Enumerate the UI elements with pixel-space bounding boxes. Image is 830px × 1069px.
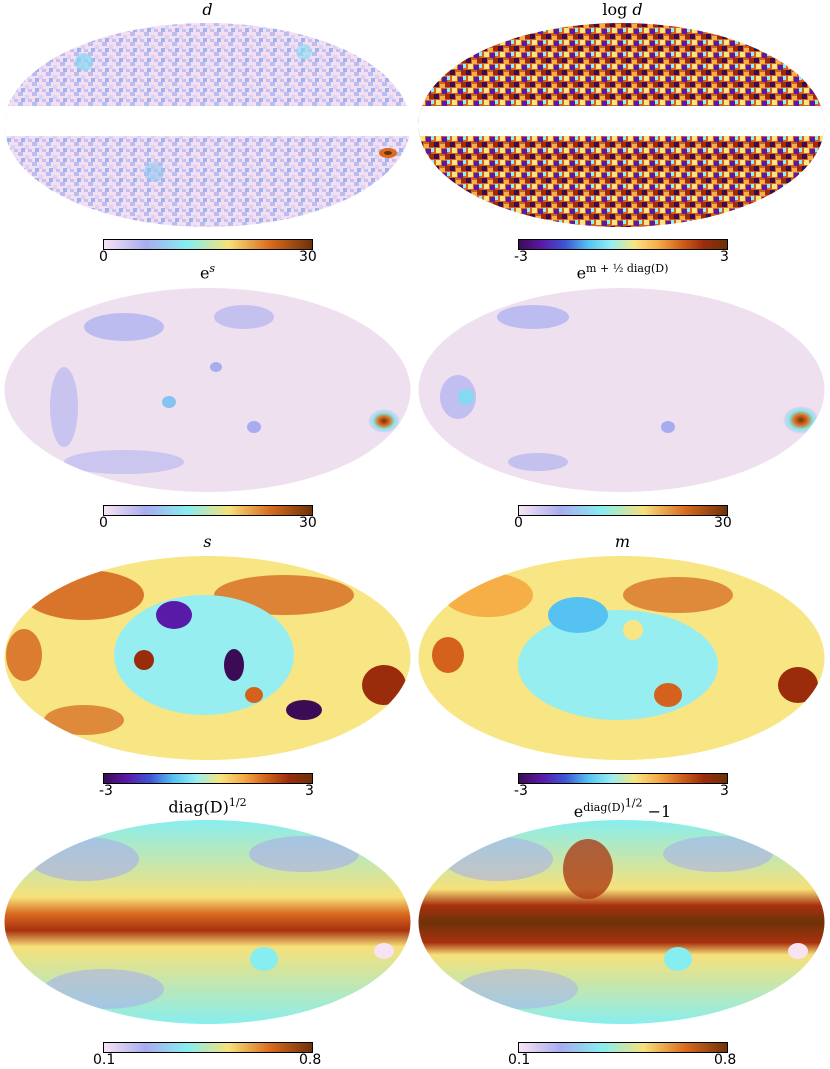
mollweide-map-exp-diag-d-sqrt-minus-1 (418, 819, 825, 1025)
panel-title-log-d: log d (602, 0, 643, 19)
colorbar-min-label: 0 (99, 249, 108, 265)
mollweide-map-diag-d-sqrt (4, 819, 411, 1025)
map-canvas (418, 288, 825, 492)
map-canvas (418, 23, 825, 227)
colorbar-min-label: 0.1 (508, 1052, 531, 1068)
map-canvas (418, 556, 825, 760)
colorbar-min-label: -3 (99, 783, 113, 799)
mollweide-map-m (418, 555, 825, 761)
colorbar-min-label: 0 (514, 515, 523, 531)
colorbar-max-label: 0.8 (299, 1052, 322, 1068)
panel-title-s: s (203, 532, 212, 551)
map-canvas (4, 556, 411, 760)
colorbar-min-label: 0.1 (93, 1052, 116, 1068)
colorbar-max-label: 30 (299, 249, 317, 265)
mollweide-map-log-d (418, 22, 825, 228)
masked-galactic-plane (418, 106, 825, 136)
colorbar-max-label: 30 (299, 515, 317, 531)
mollweide-map-exp-s (4, 287, 411, 493)
colorbar-max-label: 30 (714, 515, 732, 531)
mollweide-map-exp-m-half-diag-d (418, 287, 825, 493)
map-canvas (4, 23, 411, 227)
map-canvas (418, 820, 825, 1024)
mollweide-map-d (4, 22, 411, 228)
colorbar-max-label: 3 (305, 783, 314, 799)
panel-title-exp-diag-d-sqrt-minus-1: ediag(D)1/2 −1 (573, 796, 672, 821)
colorbar-min-label: 0 (99, 515, 108, 531)
masked-galactic-plane (4, 106, 411, 136)
colorbar-min-label: -3 (514, 249, 528, 265)
colorbar-max-label: 3 (720, 783, 729, 799)
panel-title-m: m (614, 532, 631, 551)
colorbar-max-label: 3 (720, 249, 729, 265)
map-canvas (4, 288, 411, 492)
mollweide-map-s (4, 555, 411, 761)
colorbar-max-label: 0.8 (714, 1052, 737, 1068)
panel-title-exp-s: es (199, 262, 216, 283)
panel-title-exp-m-half-diag-d: em + ½ diag(D) (576, 262, 669, 283)
colorbar-min-label: -3 (514, 783, 528, 799)
panel-title-d: d (202, 0, 213, 19)
map-canvas (4, 820, 411, 1024)
panel-title-diag-d-sqrt: diag(D)1/2 (168, 796, 247, 817)
